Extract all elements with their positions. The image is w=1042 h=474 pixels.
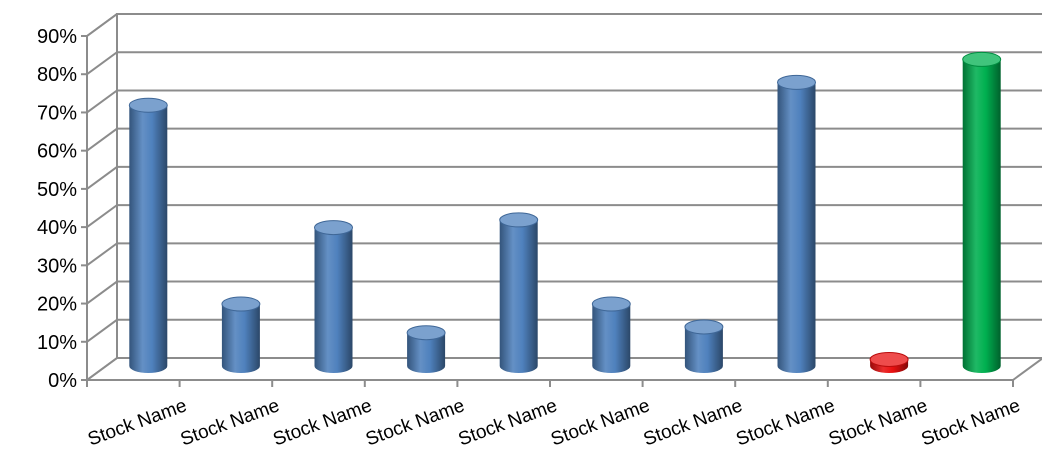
bar-top [962, 51, 1002, 67]
y-tick-label: 50% [37, 179, 77, 201]
y-tick-label: 90% [37, 26, 77, 48]
y-tick-label: 10% [37, 332, 77, 354]
x-tick-label: Stock Name [456, 395, 560, 450]
bar-body [684, 326, 723, 374]
bar [777, 74, 816, 374]
bar [221, 296, 261, 374]
x-tick-label: Stock Name [363, 395, 467, 450]
y-tick-label: 20% [37, 294, 77, 316]
gridline [86, 51, 1042, 76]
bar [128, 97, 168, 374]
bar-body [129, 105, 168, 374]
gridline [86, 357, 1042, 381]
gridline [86, 280, 1042, 305]
x-tick-label: Stock Name [85, 395, 189, 450]
bar [406, 325, 446, 374]
bar-body [407, 332, 446, 374]
gridline [86, 127, 1042, 152]
bar [314, 220, 353, 374]
bar [684, 319, 724, 374]
bar [869, 351, 909, 374]
bar-top [221, 296, 261, 312]
y-tick-label: 80% [37, 64, 77, 86]
x-tick-label: Stock Name [270, 395, 374, 450]
x-tick-label: Stock Name [641, 395, 745, 450]
x-tick-label: Stock Name [178, 395, 282, 450]
side-wall [86, 13, 118, 382]
bar-body [499, 219, 538, 374]
y-tick-label: 60% [37, 141, 77, 163]
x-tick-label: Stock Name [919, 395, 1023, 450]
bar [499, 212, 539, 374]
gridline [86, 242, 1042, 267]
gridline [86, 204, 1042, 228]
gridline [86, 89, 1042, 114]
y-tick-label: 30% [37, 255, 77, 277]
y-tick-label: 40% [37, 217, 77, 239]
bar-top [499, 212, 539, 228]
gridlines [81, 13, 1042, 387]
y-axis-tick-labels: 0% 10% 20% 30% 40% 50% 60% 70% 80% 90% [37, 26, 77, 392]
bar-body [314, 227, 353, 374]
bar [962, 51, 1002, 374]
bar-body [221, 304, 260, 374]
bar-body [777, 82, 816, 374]
bar-top [684, 319, 724, 335]
bar-top [314, 220, 353, 236]
bar-top [777, 74, 816, 90]
x-tick-label: Stock Name [548, 395, 652, 450]
bar-body [592, 304, 631, 374]
bar-top [128, 97, 168, 113]
bar-top [406, 325, 446, 341]
bars [128, 51, 1002, 374]
y-tick-label: 0% [48, 370, 77, 392]
x-tick-label: Stock Name [826, 395, 930, 450]
gridline [86, 165, 1042, 190]
y-tick-label: 70% [37, 102, 77, 124]
gridline [86, 318, 1042, 343]
bar-top [869, 351, 909, 367]
bar [591, 296, 631, 374]
gridline [86, 13, 1042, 37]
bar-top [591, 296, 631, 312]
x-tick-label: Stock Name [733, 395, 837, 450]
bar-body [962, 59, 1001, 374]
